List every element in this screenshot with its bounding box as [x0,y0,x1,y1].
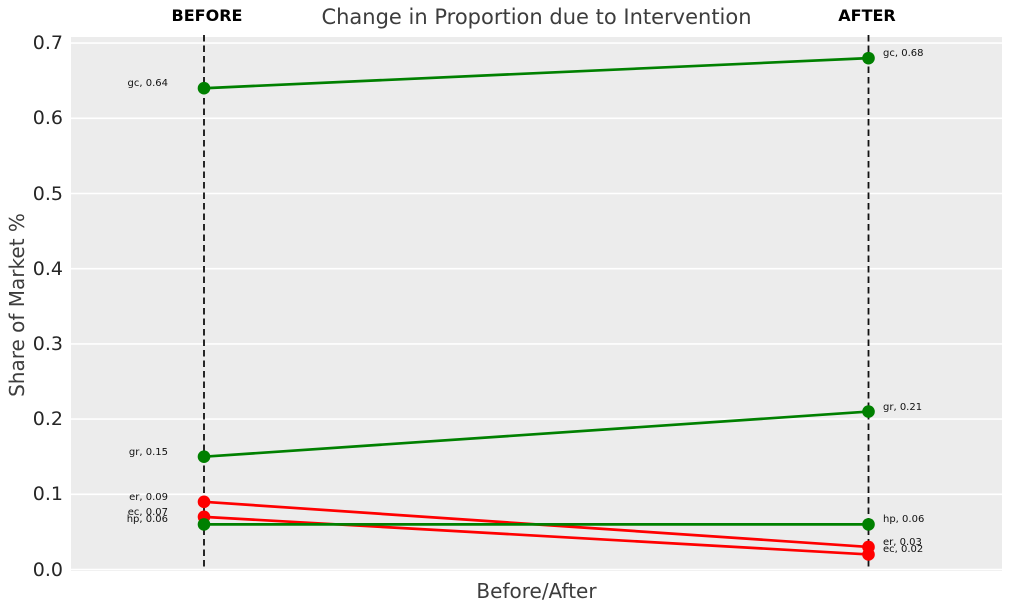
data-point-hp-after [862,518,875,531]
data-point-ec-after [862,548,875,561]
point-label-gr-before: gr, 0.15 [128,446,168,458]
data-point-gr-after [862,405,875,418]
y-tick-label: 0.0 [32,558,63,581]
data-point-gc-before [197,81,211,95]
y-tick-label: 0.3 [32,332,63,355]
point-label-gc-after: gc, 0.68 [883,48,924,60]
before-column-label: BEFORE [171,6,243,25]
chart-title: Change in Proportion due to Intervention [321,5,752,29]
y-tick-label: 0.2 [32,408,63,431]
series-line-gc [203,56,869,90]
y-tick-label: 0.4 [32,257,63,280]
y-tick-label: 0.7 [32,32,63,55]
y-tick-label: 0.1 [32,483,63,506]
plot-background [71,37,1002,571]
point-label-ec-after: ec, 0.02 [883,544,924,556]
point-label-hp-before: hp, 0.06 [126,514,168,526]
data-point-hp-before [197,518,211,531]
point-label-gr-after: gr, 0.21 [883,401,923,413]
point-label-er-after: er, 0.03 [883,536,922,548]
data-point-gc-after [862,51,875,65]
point-label-er-before: er, 0.09 [129,491,168,503]
point-label-gc-before: gc, 0.64 [127,78,168,90]
data-point-er-before [197,495,211,509]
point-label-ec-before: ec, 0.07 [127,506,168,518]
after-column-label: AFTER [838,6,896,25]
x-axis-label: Before/After [476,579,597,603]
point-label-hp-after: hp, 0.06 [883,514,925,526]
data-point-gr-before [197,450,211,464]
y-tick-label: 0.5 [32,182,63,205]
y-tick-label: 0.6 [32,107,63,130]
series-line-gr [203,410,869,459]
